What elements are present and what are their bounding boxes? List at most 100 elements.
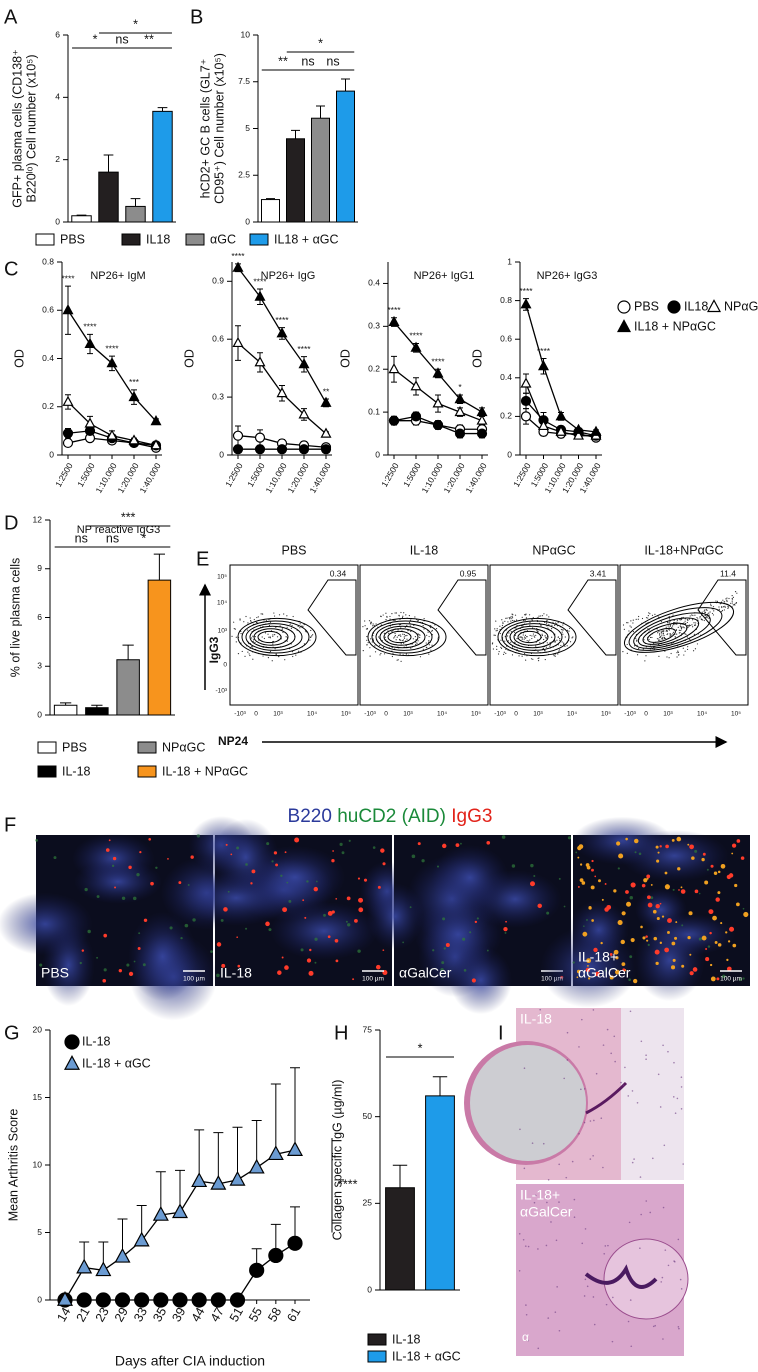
flow-event (675, 629, 677, 631)
nucleus (534, 1194, 537, 1197)
flow-event (680, 628, 683, 630)
flow-gate (697, 579, 747, 656)
nucleus (664, 1249, 667, 1251)
flow-event (384, 636, 386, 638)
flow-event (428, 635, 430, 638)
flow-event (256, 616, 258, 619)
igg3-spot (579, 863, 583, 866)
flow-event (665, 630, 667, 632)
flow-event (731, 600, 733, 602)
igg3-spot (591, 919, 594, 922)
igg3-spot (705, 957, 710, 962)
flow-x-tick: 10³ (533, 711, 543, 718)
y-tick-label: 0 (37, 1294, 42, 1304)
flow-event (667, 633, 669, 635)
y-tick-label: 7.5 (238, 76, 250, 86)
flow-event (408, 621, 411, 624)
legend-swatch (185, 233, 205, 246)
flow-event (493, 634, 495, 636)
flow-event (627, 622, 629, 624)
flow-event (532, 633, 535, 635)
flow-event (509, 618, 511, 620)
flow-event (380, 652, 382, 655)
marker (476, 405, 488, 417)
flow-event (566, 645, 568, 647)
bar (311, 117, 330, 223)
flow-event (649, 636, 652, 639)
aid-signal (469, 931, 472, 934)
aid-signal (443, 947, 447, 950)
significance-label: ns (301, 54, 314, 68)
flow-event (513, 631, 516, 633)
flow-event (295, 654, 297, 656)
igg3-spot (601, 898, 604, 901)
flow-event (684, 633, 686, 635)
flow-event (704, 614, 706, 616)
flow-event (637, 618, 639, 620)
igg3-spot (382, 862, 386, 866)
bar (425, 1095, 455, 1291)
b220-region (42, 924, 95, 1007)
x-tick-label: 58 (265, 1305, 284, 1324)
flow-event (632, 631, 635, 633)
bar (85, 707, 109, 716)
igg3-spot (617, 919, 623, 926)
y-tick-label: 0.4 (500, 372, 512, 382)
flow-event (622, 651, 624, 653)
flow-event (382, 614, 384, 616)
flow-event (245, 615, 247, 618)
igg3-spot (743, 911, 749, 918)
flow-event (670, 652, 672, 655)
flow-event (405, 653, 408, 655)
flow-event (685, 623, 687, 625)
stain: IgG3 (451, 806, 492, 827)
nucleus (545, 1196, 547, 1199)
flow-event (668, 622, 670, 624)
flow-event (301, 625, 303, 627)
adipose (621, 1008, 684, 1180)
nucleus (636, 1101, 639, 1104)
aid-signal (280, 874, 283, 878)
marker (210, 1292, 226, 1308)
flow-event (271, 660, 273, 662)
flow-event (656, 638, 659, 640)
igg3-spot (717, 870, 721, 874)
aid-signal (96, 895, 100, 899)
nucleus (565, 1176, 568, 1179)
aid-signal (681, 924, 684, 927)
x-tick-label: 1:2500 (379, 461, 401, 489)
aid-signal (266, 842, 270, 846)
flow-event (649, 613, 651, 615)
igg3-spot (665, 844, 669, 849)
flow-event (399, 634, 401, 636)
nucleus (524, 1245, 527, 1247)
flow-event (364, 620, 366, 622)
flow-event (407, 630, 409, 632)
igg3-spot (615, 956, 619, 960)
igg3-spot (585, 967, 591, 973)
flow-event (653, 642, 655, 644)
flow-event (400, 611, 402, 614)
flow-event (724, 606, 726, 608)
flow-event (297, 650, 300, 652)
significance-label: **** (231, 251, 245, 261)
flow-event (374, 651, 377, 653)
y-tick-label: 4 (55, 92, 60, 102)
flow-event (274, 648, 276, 650)
aid-signal (563, 905, 566, 908)
marker (152, 1205, 169, 1221)
flow-event (525, 659, 527, 661)
igg3-spot (302, 899, 305, 902)
y-tick-label: 0 (49, 449, 54, 459)
flow-event (403, 642, 405, 644)
flow-x-tick: 10⁴ (307, 711, 317, 718)
igg3-spot (445, 942, 450, 948)
flow-event (676, 621, 678, 623)
nucleus (674, 1112, 677, 1114)
nucleus (679, 1278, 682, 1281)
nucleus (667, 1050, 669, 1053)
nucleus (649, 1211, 652, 1214)
igg3-spot (633, 978, 638, 984)
y-tick-label: 9 (37, 563, 42, 573)
marker (232, 444, 244, 455)
